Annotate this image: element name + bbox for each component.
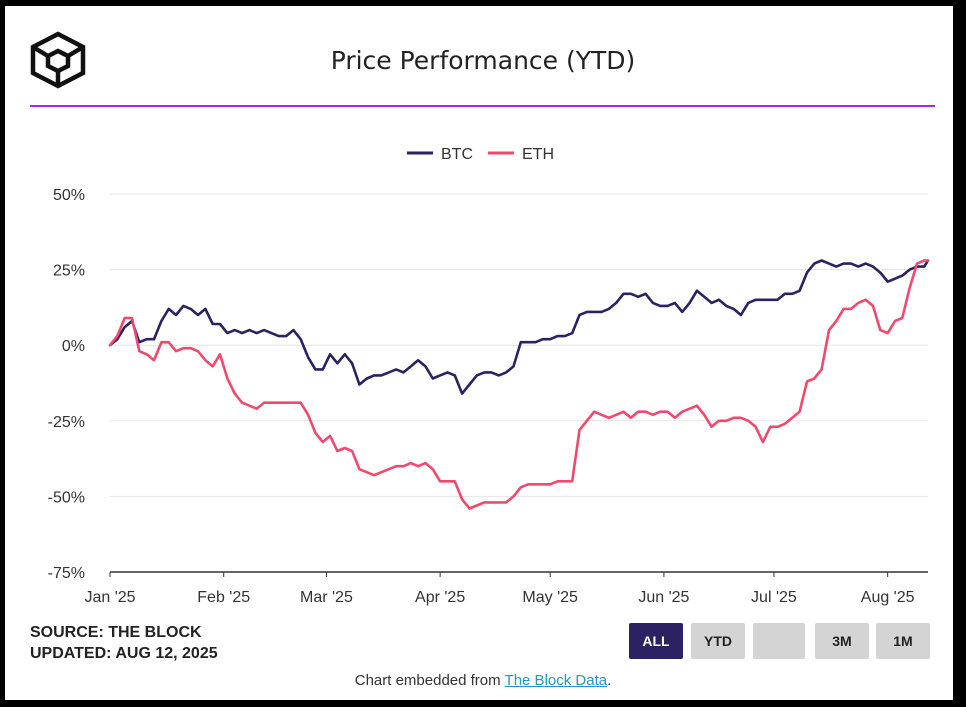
the-block-data-link[interactable]: The Block Data <box>504 672 608 689</box>
range-button-1m[interactable]: 1M <box>876 623 930 659</box>
range-button-ytd[interactable]: YTD <box>691 623 745 659</box>
y-tick-label: -50% <box>48 489 85 506</box>
title-divider <box>30 105 935 107</box>
x-tick-label: Apr '25 <box>415 589 465 606</box>
chart-card <box>5 6 953 700</box>
y-tick-label: 25% <box>53 263 85 280</box>
series-line-eth <box>108 259 930 510</box>
legend-label-btc: BTC <box>441 146 473 163</box>
y-tick-label: 0% <box>62 338 85 355</box>
chart-title: Price Performance (YTD) <box>330 46 636 75</box>
the-block-logo-icon <box>30 31 86 89</box>
embed-prefix: Chart embedded from <box>354 672 505 689</box>
source-block: SOURCE: THE BLOCK UPDATED: AUG 12, 2025 <box>30 622 218 664</box>
embed-note: Chart embedded from The Block Data. <box>0 672 966 689</box>
legend-label-eth: ETH <box>522 146 554 163</box>
range-button-all[interactable]: ALL <box>629 623 683 659</box>
x-tick-label: Feb '25 <box>197 589 250 606</box>
updated-text: UPDATED: AUG 12, 2025 <box>30 645 218 662</box>
x-tick-label: Jun '25 <box>638 589 689 606</box>
x-tick-label: Jul '25 <box>751 589 797 606</box>
range-button-blank[interactable] <box>753 623 805 659</box>
x-tick-label: Jan '25 <box>84 589 135 606</box>
y-tick-label: -25% <box>48 414 85 431</box>
line-chart: 50% 25% 0% -25% -50% -75% Jan '25 Feb '25 Mar '2… <box>48 146 930 606</box>
y-tick-label: -75% <box>48 565 85 582</box>
x-tick-label: May '25 <box>522 589 578 606</box>
y-tick-label: 50% <box>53 187 85 204</box>
x-tick-label: Mar '25 <box>300 589 353 606</box>
x-tick-label: Aug '25 <box>861 589 915 606</box>
embed-suffix: . <box>607 672 612 689</box>
series-line-btc <box>108 259 930 395</box>
source-text: SOURCE: THE BLOCK <box>30 624 202 641</box>
range-button-3m[interactable]: 3M <box>815 623 869 659</box>
